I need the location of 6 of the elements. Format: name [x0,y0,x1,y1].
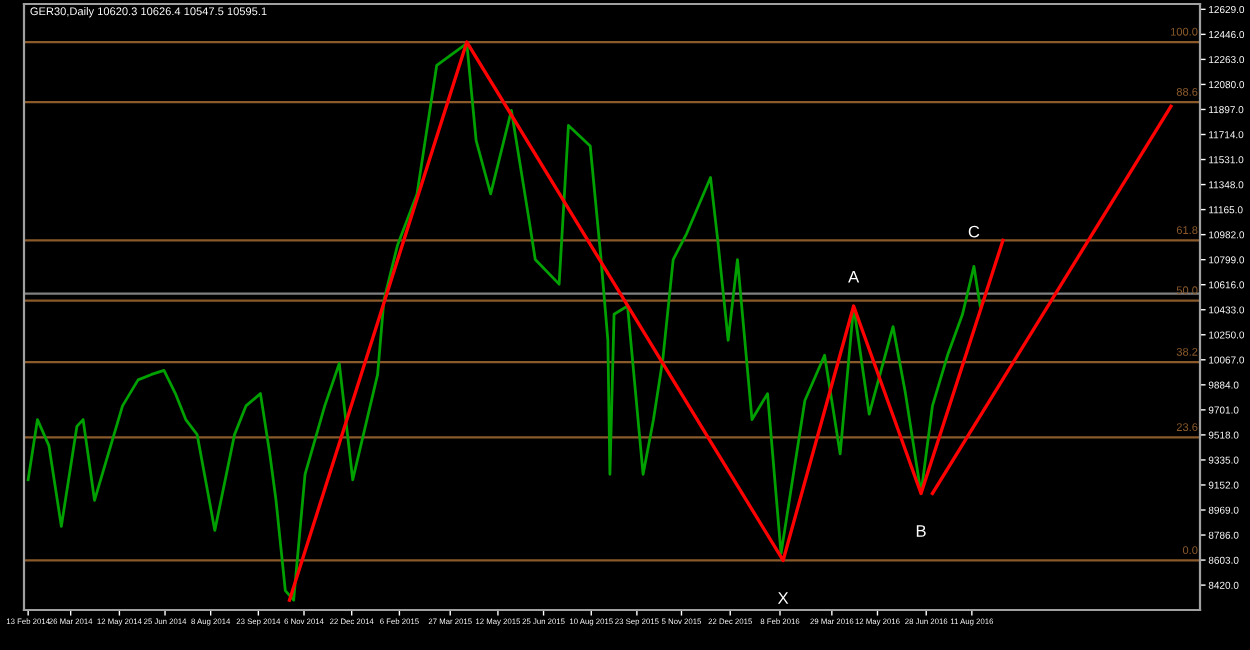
annotation: X [777,592,789,604]
annotation: B [916,525,926,537]
line-series [287,40,1005,602]
line-series [26,42,982,602]
annotation: C [968,225,980,238]
annotation: A [848,271,860,283]
